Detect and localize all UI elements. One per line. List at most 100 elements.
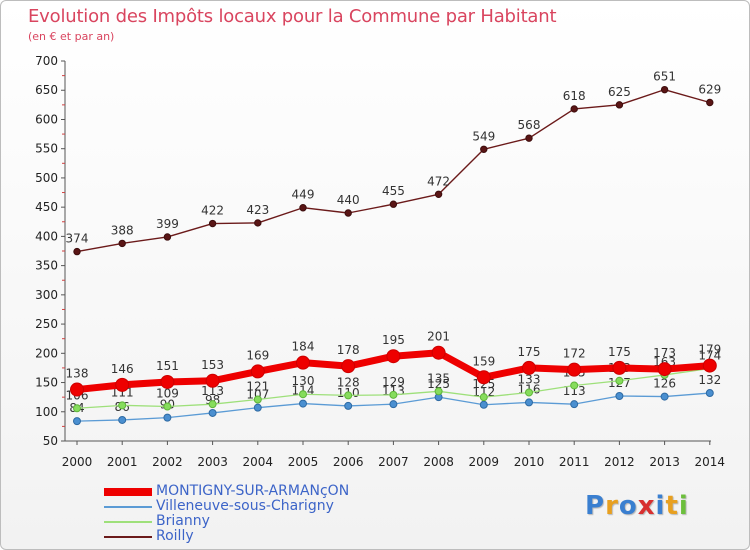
data-label-montigny-sur-arman-on: 169 bbox=[246, 348, 269, 362]
data-label-villeneuve-sous-charigny: 132 bbox=[698, 373, 721, 387]
data-label-villeneuve-sous-charigny: 113 bbox=[563, 384, 586, 398]
x-tick-label: 2010 bbox=[514, 455, 545, 469]
data-point-villeneuve-sous-charigny bbox=[389, 400, 398, 409]
chart-title: Evolution des Impôts locaux pour la Comm… bbox=[28, 6, 557, 27]
data-point-roilly bbox=[570, 105, 578, 113]
data-label-roilly: 651 bbox=[653, 70, 676, 84]
data-point-roilly bbox=[389, 200, 398, 208]
data-label-brianny: 109 bbox=[156, 387, 179, 401]
data-point-villeneuve-sous-charigny bbox=[208, 408, 217, 417]
data-point-villeneuve-sous-charigny bbox=[73, 417, 81, 426]
data-point-brianny bbox=[118, 401, 127, 410]
data-point-roilly bbox=[706, 98, 714, 107]
data-point-brianny bbox=[570, 381, 579, 390]
data-label-montigny-sur-arman-on: 175 bbox=[518, 345, 541, 359]
data-point-montigny-sur-arman-on bbox=[341, 359, 356, 374]
data-point-villeneuve-sous-charigny bbox=[253, 403, 262, 412]
legend-label-montigny: MONTIGNY-SUR-ARMANçON bbox=[156, 483, 350, 499]
data-label-brianny: 174 bbox=[698, 349, 721, 363]
data-point-roilly bbox=[254, 219, 262, 227]
y-tick-label: 600 bbox=[35, 112, 58, 126]
x-tick-label: 2007 bbox=[378, 455, 409, 469]
data-point-villeneuve-sous-charigny bbox=[299, 399, 307, 408]
x-tick-label: 2012 bbox=[604, 455, 635, 469]
data-point-brianny bbox=[299, 390, 307, 399]
data-label-brianny: 130 bbox=[292, 374, 315, 388]
data-point-montigny-sur-arman-on bbox=[160, 374, 175, 389]
data-point-roilly bbox=[480, 145, 488, 153]
legend-label-roilly: Roilly bbox=[156, 528, 194, 544]
data-point-villeneuve-sous-charigny bbox=[118, 415, 127, 424]
data-label-roilly: 629 bbox=[698, 83, 721, 97]
data-label-montigny-sur-arman-on: 179 bbox=[698, 343, 721, 357]
data-label-montigny-sur-arman-on: 173 bbox=[653, 346, 676, 360]
y-tick-label: 400 bbox=[35, 229, 58, 243]
data-point-villeneuve-sous-charigny bbox=[570, 400, 579, 409]
data-point-roilly bbox=[118, 239, 126, 248]
data-point-villeneuve-sous-charigny bbox=[163, 413, 172, 422]
legend-label-brianny: Brianny bbox=[156, 513, 210, 529]
y-tick-label: 300 bbox=[35, 288, 58, 302]
data-label-brianny: 113 bbox=[201, 384, 224, 398]
data-point-roilly bbox=[434, 190, 443, 198]
data-point-montigny-sur-arman-on bbox=[657, 362, 672, 377]
data-label-montigny-sur-arman-on: 146 bbox=[111, 362, 134, 376]
legend-swatch-montigny bbox=[104, 488, 152, 496]
data-label-roilly: 440 bbox=[337, 193, 360, 207]
data-label-brianny: 121 bbox=[246, 379, 269, 393]
y-tick-label: 550 bbox=[35, 142, 58, 156]
x-tick-label: 2008 bbox=[423, 455, 454, 469]
data-label-montigny-sur-arman-on: 153 bbox=[201, 358, 224, 372]
y-tick-label: 700 bbox=[35, 54, 58, 68]
x-tick-label: 2006 bbox=[333, 455, 364, 469]
data-point-montigny-sur-arman-on bbox=[115, 377, 130, 392]
data-point-villeneuve-sous-charigny bbox=[344, 401, 353, 410]
data-point-villeneuve-sous-charigny bbox=[705, 389, 714, 398]
chart-subtitle: (en € et par an) bbox=[28, 30, 115, 43]
data-label-montigny-sur-arman-on: 184 bbox=[292, 340, 315, 354]
data-point-brianny bbox=[479, 393, 488, 402]
data-point-montigny-sur-arman-on bbox=[522, 360, 536, 375]
data-point-villeneuve-sous-charigny bbox=[660, 392, 669, 401]
data-label-roilly: 568 bbox=[518, 118, 541, 132]
x-tick-label: 2002 bbox=[152, 455, 183, 469]
y-tick-label: 350 bbox=[35, 259, 58, 273]
data-point-brianny bbox=[525, 388, 533, 397]
data-label-montigny-sur-arman-on: 201 bbox=[427, 330, 450, 344]
proxiti-logo: Proxiti bbox=[585, 491, 689, 521]
y-tick-label: 150 bbox=[35, 376, 58, 390]
y-tick-label: 500 bbox=[35, 171, 58, 185]
x-tick-label: 2013 bbox=[649, 455, 680, 469]
data-point-brianny bbox=[208, 400, 217, 409]
y-tick-label: 200 bbox=[35, 346, 58, 360]
data-point-brianny bbox=[344, 391, 353, 400]
data-point-roilly bbox=[615, 101, 624, 109]
legend-swatch-brianny bbox=[104, 521, 152, 523]
data-point-villeneuve-sous-charigny bbox=[479, 400, 488, 409]
data-point-roilly bbox=[299, 204, 307, 212]
data-label-roilly: 455 bbox=[382, 184, 405, 198]
legend-swatch-villeneuve bbox=[104, 506, 152, 508]
data-point-montigny-sur-arman-on bbox=[70, 382, 84, 397]
data-label-roilly: 625 bbox=[608, 85, 631, 99]
y-tick-label: 250 bbox=[35, 317, 58, 331]
data-label-montigny-sur-arman-on: 175 bbox=[608, 345, 631, 359]
data-point-montigny-sur-arman-on bbox=[205, 373, 220, 388]
data-label-brianny: 135 bbox=[427, 371, 450, 385]
data-point-montigny-sur-arman-on bbox=[296, 355, 310, 370]
data-label-roilly: 449 bbox=[292, 188, 315, 202]
data-label-brianny: 129 bbox=[382, 375, 405, 389]
x-tick-label: 2000 bbox=[62, 455, 93, 469]
data-label-montigny-sur-arman-on: 195 bbox=[382, 333, 405, 347]
data-point-montigny-sur-arman-on bbox=[612, 360, 627, 375]
y-tick-label: 50 bbox=[43, 434, 58, 448]
data-label-montigny-sur-arman-on: 172 bbox=[563, 347, 586, 361]
data-label-brianny: 128 bbox=[337, 375, 360, 389]
data-point-brianny bbox=[389, 390, 398, 399]
y-tick-label: 650 bbox=[35, 83, 58, 97]
data-label-roilly: 549 bbox=[472, 129, 495, 143]
data-point-roilly bbox=[208, 219, 217, 228]
data-point-montigny-sur-arman-on bbox=[250, 364, 265, 379]
y-tick-label: 100 bbox=[35, 405, 58, 419]
